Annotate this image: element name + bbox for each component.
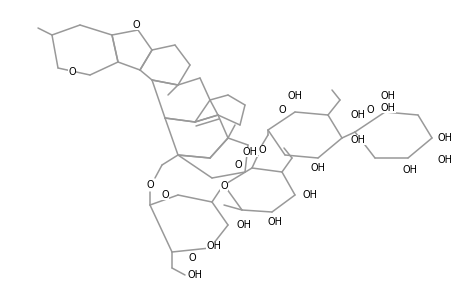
Text: O: O <box>365 105 373 115</box>
Text: OH: OH <box>236 220 251 230</box>
Text: OH: OH <box>206 241 221 251</box>
Text: OH: OH <box>287 91 302 101</box>
Text: O: O <box>161 190 168 200</box>
Text: O: O <box>146 180 153 190</box>
Text: O: O <box>257 145 265 155</box>
Text: OH: OH <box>437 155 452 165</box>
Text: OH: OH <box>380 91 395 101</box>
Text: OH: OH <box>350 135 365 145</box>
Text: OH: OH <box>242 147 257 157</box>
Text: O: O <box>234 160 241 170</box>
Text: OH: OH <box>437 133 452 143</box>
Text: O: O <box>132 20 140 30</box>
Text: OH: OH <box>380 103 395 113</box>
Text: OH: OH <box>302 190 317 200</box>
Text: O: O <box>278 105 285 115</box>
Text: OH: OH <box>402 165 417 175</box>
Text: O: O <box>220 181 227 191</box>
Text: O: O <box>188 253 196 263</box>
Text: OH: OH <box>187 270 202 280</box>
Text: OH: OH <box>267 217 282 227</box>
Text: O: O <box>68 67 76 77</box>
Text: OH: OH <box>350 110 365 120</box>
Text: OH: OH <box>310 163 325 173</box>
